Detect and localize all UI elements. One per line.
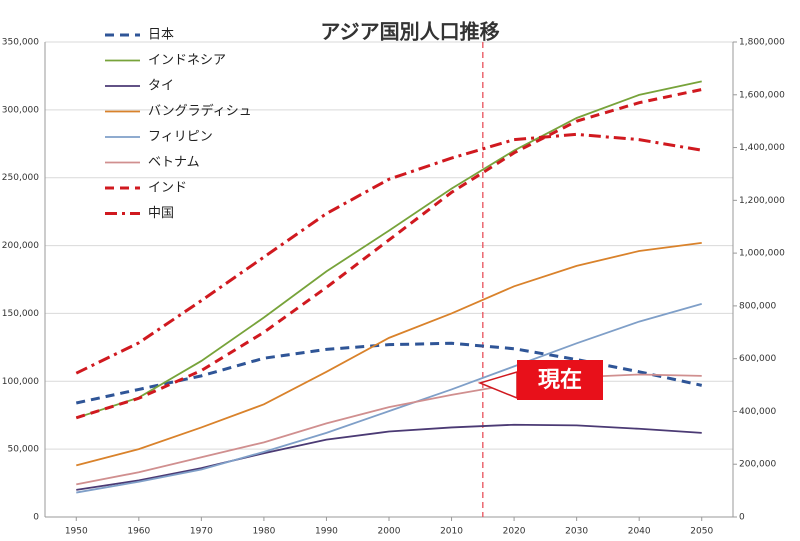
legend-label: フィリピン <box>148 130 213 145</box>
x-tick-label: 2050 <box>690 527 713 537</box>
x-tick-label: 2020 <box>503 527 526 537</box>
x-tick-label: 1960 <box>127 527 150 537</box>
series-line <box>75 80 702 419</box>
chart-title: アジア国別人口推移 <box>320 20 499 44</box>
legend-label: バングラディシュ <box>148 103 252 119</box>
x-tick-label: 1970 <box>190 527 213 537</box>
callout-box <box>517 360 603 400</box>
y2-tick-label: 1,000,000 <box>739 249 785 259</box>
plot <box>75 42 703 517</box>
annotation-text: 現在 <box>538 367 582 393</box>
y-tick-label: 350,000 <box>2 38 39 48</box>
y2-tick-label: 400,000 <box>739 407 776 417</box>
legend-label: タイ <box>148 79 174 94</box>
y-tick-label: 300,000 <box>2 105 39 115</box>
y2-tick-label: 0 <box>739 513 745 523</box>
y2-tick-label: 1,200,000 <box>739 196 785 206</box>
series-line <box>76 303 702 494</box>
series-line <box>76 423 702 491</box>
series-line <box>76 241 702 467</box>
y-tick-label: 200,000 <box>2 241 39 251</box>
y-tick-label: 250,000 <box>2 173 39 183</box>
series-line <box>75 132 702 375</box>
series-line <box>75 88 703 420</box>
y2-tick-label: 800,000 <box>739 301 776 311</box>
y-tick-label: 150,000 <box>2 309 39 319</box>
y2-tick-label: 600,000 <box>739 354 776 364</box>
annotation: 現在 <box>477 360 603 400</box>
x-tick-label: 1990 <box>315 527 338 537</box>
legend-label: ベトナム <box>148 155 200 170</box>
x-tick-label: 1950 <box>65 527 88 537</box>
y2-tick-label: 200,000 <box>739 460 776 470</box>
legend-label: インド <box>148 181 187 196</box>
legend-label: 中国 <box>148 206 174 221</box>
y-tick-label: 0 <box>33 513 39 523</box>
y2-tick-label: 1,400,000 <box>739 143 785 153</box>
y-tick-label: 50,000 <box>8 445 40 455</box>
legend-label: 日本 <box>148 28 174 43</box>
x-tick-label: 2030 <box>565 527 588 537</box>
y-tick-label: 100,000 <box>2 377 39 387</box>
x-tick-label: 1980 <box>252 527 275 537</box>
x-tick-label: 2000 <box>378 527 401 537</box>
x-tick-label: 2010 <box>440 527 463 537</box>
legend-label: インドネシア <box>148 53 226 68</box>
y2-tick-label: 1,600,000 <box>739 90 785 100</box>
y2-tick-label: 1,800,000 <box>739 38 785 48</box>
x-tick-label: 2040 <box>628 527 651 537</box>
